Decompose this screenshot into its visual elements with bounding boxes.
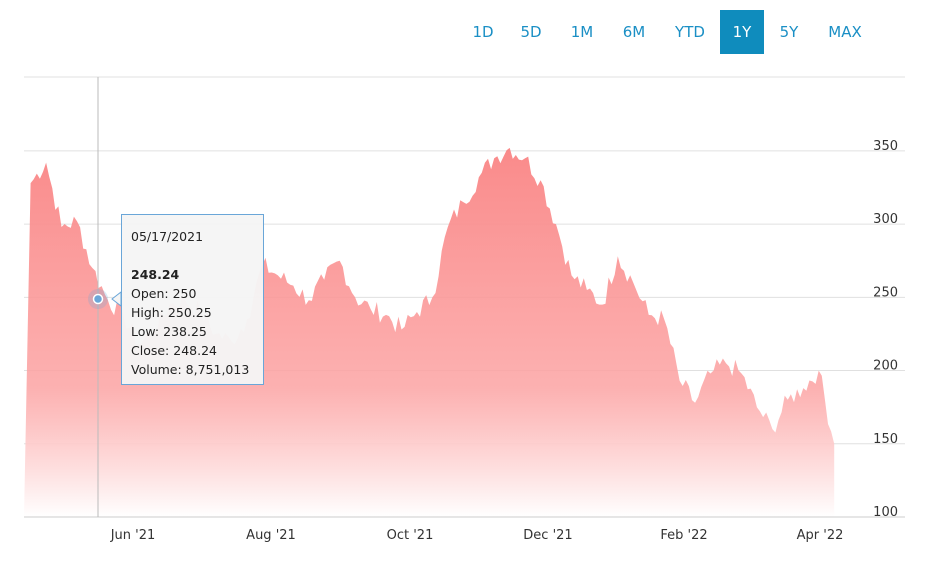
tooltip-close: Close: 248.24 — [131, 343, 217, 358]
range-tab-1m[interactable]: 1M — [570, 23, 594, 41]
range-tab-5y[interactable]: 5Y — [779, 23, 799, 41]
range-tab-1d[interactable]: 1D — [472, 23, 494, 41]
x-tick-label: Oct '21 — [387, 528, 434, 543]
range-tab-1y[interactable]: 1Y — [720, 10, 764, 54]
tooltip-open: Open: 250 — [131, 286, 197, 301]
tooltip-low: Low: 238.25 — [131, 324, 207, 339]
x-tick-label: Feb '22 — [660, 528, 707, 543]
y-tick-labels: 100 150 200 250 300 350 — [873, 139, 898, 520]
y-tick-label: 300 — [873, 212, 898, 227]
y-tick-label: 350 — [873, 139, 898, 154]
range-tab-5d[interactable]: 5D — [520, 23, 542, 41]
x-tick-labels: Jun '21 Aug '21 Oct '21 Dec '21 Feb '22 Apr '… — [110, 528, 844, 543]
tooltip-date: 05/17/2021 — [131, 229, 204, 244]
hover-marker — [92, 293, 104, 305]
y-tick-label: 200 — [873, 359, 898, 374]
y-tick-label: 100 — [873, 505, 898, 520]
range-tab-max[interactable]: MAX — [828, 23, 862, 41]
tooltip-high: High: 250.25 — [131, 305, 212, 320]
y-tick-label: 250 — [873, 285, 898, 300]
price-tooltip: 05/17/2021 248.24 Open: 250 High: 250.25… — [121, 214, 264, 385]
y-tick-label: 150 — [873, 432, 898, 447]
tooltip-volume: Volume: 8,751,013 — [131, 362, 250, 377]
x-tick-label: Apr '22 — [797, 528, 844, 543]
price-area-series — [24, 147, 835, 517]
x-tick-label: Aug '21 — [246, 528, 296, 543]
x-tick-label: Jun '21 — [110, 528, 156, 543]
time-range-selector: 1D 5D 1M 6M YTD 1Y 5Y MAX — [460, 10, 876, 54]
range-tab-6m[interactable]: 6M — [622, 23, 646, 41]
x-tick-label: Dec '21 — [523, 528, 572, 543]
tooltip-price: 248.24 — [131, 267, 180, 282]
range-tab-ytd[interactable]: YTD — [675, 23, 705, 41]
